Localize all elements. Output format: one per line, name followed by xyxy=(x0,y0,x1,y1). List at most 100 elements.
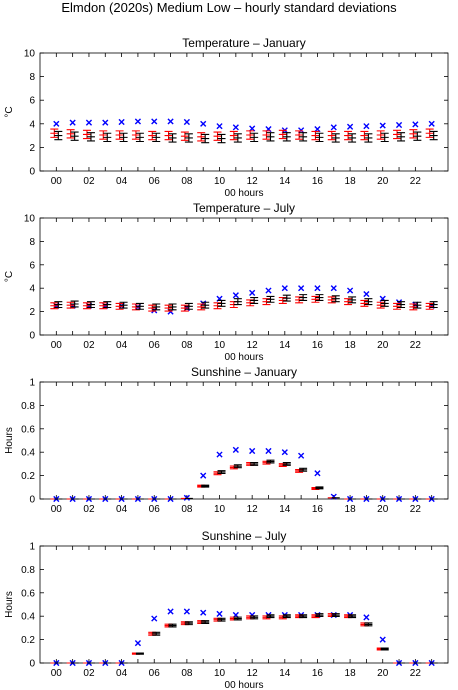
data-point-errorbar xyxy=(246,130,255,140)
data-point-errorbar xyxy=(315,294,324,302)
data-point-x xyxy=(314,285,321,292)
data-point-x xyxy=(379,122,386,129)
x-tick-label: 04 xyxy=(116,176,128,187)
data-point-errorbar xyxy=(168,133,177,143)
x-tick-label: 06 xyxy=(149,176,161,187)
data-point-x xyxy=(216,123,223,130)
x-tick-label: 04 xyxy=(116,340,128,351)
y-tick-label: 0 xyxy=(29,495,35,506)
data-point-errorbar xyxy=(135,302,144,310)
data-point-errorbar xyxy=(348,296,357,304)
data-point-x xyxy=(232,446,239,453)
x-tick-label: 12 xyxy=(247,176,259,187)
x-axis-label: 00 hours xyxy=(225,188,264,199)
y-tick-label: 1 xyxy=(29,378,35,389)
data-point-errorbar xyxy=(331,613,340,617)
data-point-errorbar xyxy=(86,301,95,309)
data-point-errorbar xyxy=(429,301,438,309)
data-point-errorbar xyxy=(197,303,206,311)
data-point-errorbar xyxy=(376,130,385,140)
data-point-x xyxy=(395,121,403,129)
data-point-errorbar xyxy=(217,470,226,475)
data-point-errorbar xyxy=(311,295,320,303)
data-point-errorbar xyxy=(250,297,259,304)
data-point-x xyxy=(167,118,174,125)
data-point-errorbar xyxy=(131,303,140,311)
x-tick-label: 10 xyxy=(214,504,226,515)
data-point-x xyxy=(53,120,60,127)
data-point-errorbar xyxy=(229,130,238,141)
data-point-errorbar xyxy=(425,302,434,310)
series-0 xyxy=(53,446,435,503)
x-tick-label: 00 xyxy=(51,668,63,679)
x-tick-label: 20 xyxy=(377,504,389,515)
x-tick-label: 14 xyxy=(279,668,291,679)
x-tick-label: 20 xyxy=(377,340,389,351)
series-1 xyxy=(50,460,434,500)
data-point-x xyxy=(281,449,288,456)
data-point-x xyxy=(249,447,256,455)
data-point-errorbar xyxy=(99,302,108,310)
data-point-errorbar xyxy=(413,301,422,309)
page-title: Elmdon (2020s) Medium Low – hourly stand… xyxy=(61,0,397,15)
series-0 xyxy=(53,118,435,134)
plot-frame xyxy=(39,217,449,336)
x-tick-label: 20 xyxy=(377,668,389,679)
data-point-x xyxy=(249,125,256,132)
data-point-x xyxy=(232,124,239,131)
data-point-errorbar xyxy=(217,299,226,307)
data-point-errorbar xyxy=(282,614,291,619)
x-tick-label: 16 xyxy=(312,176,324,187)
data-point-errorbar xyxy=(233,133,242,143)
x-tick-label: 14 xyxy=(279,504,291,515)
data-point-x xyxy=(134,640,142,647)
data-point-errorbar xyxy=(50,302,59,310)
x-tick-label: 08 xyxy=(181,176,193,187)
data-point-errorbar xyxy=(201,301,210,309)
data-point-errorbar xyxy=(184,302,193,310)
data-point-x xyxy=(151,615,158,622)
data-point-errorbar xyxy=(295,130,304,140)
x-tick-label: 22 xyxy=(410,340,422,351)
series-2 xyxy=(54,294,438,311)
y-axis-label: Hours xyxy=(4,591,15,618)
x-tick-label: 22 xyxy=(410,668,422,679)
data-point-errorbar xyxy=(413,131,422,141)
data-point-x xyxy=(330,124,337,131)
data-point-x xyxy=(216,451,223,458)
chart-title: Sunshine – January xyxy=(191,365,297,379)
data-point-errorbar xyxy=(348,614,357,619)
x-tick-label: 16 xyxy=(312,340,324,351)
data-point-errorbar xyxy=(213,131,222,141)
data-point-errorbar xyxy=(360,130,369,141)
data-point-errorbar xyxy=(103,132,112,143)
y-tick-label: 0.4 xyxy=(21,448,35,459)
data-point-errorbar xyxy=(327,130,336,141)
data-point-errorbar xyxy=(262,130,271,140)
x-tick-label: 10 xyxy=(214,340,226,351)
data-point-x xyxy=(232,292,239,299)
chart-title: Sunshine – July xyxy=(202,529,287,543)
data-point-x xyxy=(151,118,158,125)
data-point-errorbar xyxy=(397,132,406,142)
y-tick-label: 8 xyxy=(29,237,35,248)
x-tick-label: 06 xyxy=(149,504,161,515)
y-tick-label: 0.2 xyxy=(21,635,35,646)
y-tick-label: 0.8 xyxy=(21,565,35,576)
x-tick-label: 02 xyxy=(83,504,95,515)
x-tick-label: 22 xyxy=(410,504,422,515)
data-point-x xyxy=(183,608,190,615)
x-tick-label: 00 xyxy=(51,504,63,515)
data-point-errorbar xyxy=(201,133,210,144)
data-point-errorbar xyxy=(201,620,210,625)
data-point-errorbar xyxy=(299,467,308,472)
data-point-errorbar xyxy=(54,130,63,141)
data-point-errorbar xyxy=(299,132,308,142)
x-tick-label: 18 xyxy=(345,668,357,679)
data-point-errorbar xyxy=(119,132,128,143)
series-1 xyxy=(50,295,434,312)
data-point-errorbar xyxy=(148,304,157,312)
x-tick-label: 14 xyxy=(279,176,291,187)
